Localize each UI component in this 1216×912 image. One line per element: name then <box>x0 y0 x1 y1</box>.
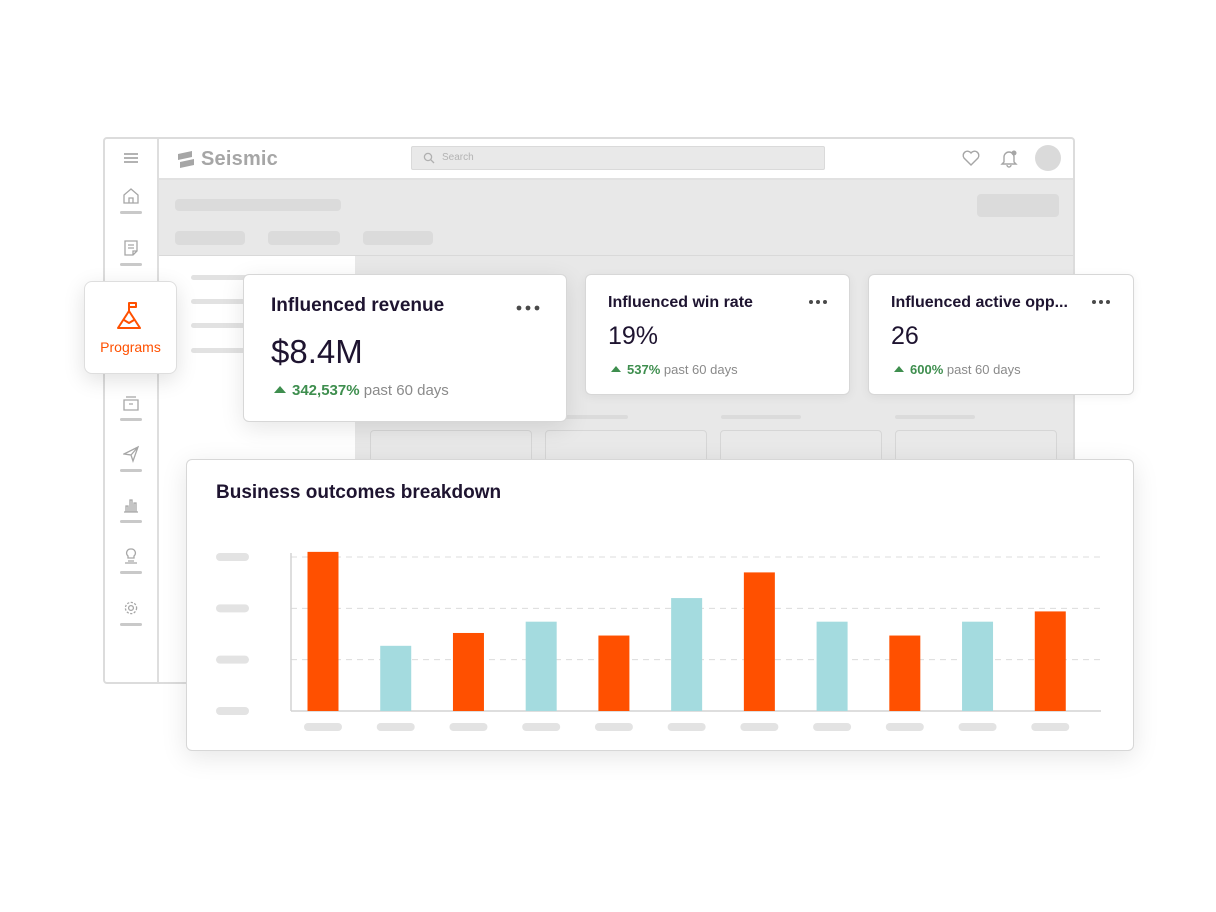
gear-icon <box>124 601 138 615</box>
x-tick-label-placeholder <box>667 723 706 731</box>
placeholder-line <box>191 275 257 280</box>
placeholder-line <box>191 348 257 353</box>
metric-card-influenced-win-rate[interactable]: Influenced win rate 19% 537% past 60 day… <box>585 274 850 395</box>
x-tick-label-placeholder <box>449 723 488 731</box>
bell-icon[interactable] <box>999 148 1019 168</box>
metric-title: Influenced revenue <box>271 295 445 316</box>
chart-bar <box>307 551 339 711</box>
x-tick-label-placeholder <box>594 723 633 731</box>
metric-change: 342,537% <box>292 382 360 399</box>
placeholder-line <box>191 299 257 304</box>
folder-icon <box>123 396 139 411</box>
seismic-logo-icon <box>178 151 194 168</box>
chart-bar <box>962 621 994 711</box>
metric-change: 600% <box>910 362 944 377</box>
send-icon <box>123 445 139 463</box>
x-tick-label-placeholder <box>958 723 997 731</box>
arrow-up-icon <box>894 366 904 373</box>
rail-item-content[interactable] <box>119 239 143 267</box>
chart-bar <box>889 635 921 711</box>
lightbulb-icon <box>125 548 137 564</box>
placeholder-line <box>191 323 257 328</box>
more-options-icon[interactable] <box>516 305 540 311</box>
metric-period: past 60 days <box>946 362 1021 377</box>
metric-title: Influenced win rate <box>608 294 753 311</box>
y-tick-label-placeholder <box>216 707 249 715</box>
x-tick-label-placeholder <box>304 723 342 731</box>
menu-button[interactable] <box>119 151 143 179</box>
search-icon <box>423 152 435 164</box>
nav-item-label: Programs <box>100 339 161 355</box>
chart-bar <box>743 572 775 711</box>
chart-bar <box>452 632 484 711</box>
placeholder-action-button <box>977 194 1059 217</box>
mountain-flag-icon <box>117 302 141 329</box>
x-tick-label-placeholder <box>522 723 561 731</box>
rail-item-library[interactable] <box>119 394 143 422</box>
metric-trend: 342,537% past 60 days <box>274 382 449 399</box>
left-rail <box>105 139 159 682</box>
business-outcomes-chart-card: Business outcomes breakdown <box>186 459 1134 751</box>
placeholder-tab <box>175 231 245 245</box>
heart-icon[interactable] <box>961 148 981 168</box>
y-tick-label-placeholder <box>216 553 249 561</box>
home-icon <box>123 188 139 204</box>
metric-period: past 60 days <box>363 382 449 399</box>
metric-trend: 537% past 60 days <box>611 362 738 377</box>
placeholder-heading <box>175 199 341 211</box>
x-tick-label-placeholder <box>376 723 415 731</box>
rail-item-send[interactable] <box>119 445 143 473</box>
metric-value: 26 <box>891 322 919 350</box>
bar-chart-icon <box>124 499 138 513</box>
chart-bar <box>525 621 557 711</box>
chart-bar <box>671 598 703 711</box>
nav-item-programs[interactable]: Programs <box>84 281 177 374</box>
metric-card-influenced-active-opportunities[interactable]: Influenced active opp... 26 600% past 60… <box>868 274 1134 395</box>
metric-title: Influenced active opp... <box>891 294 1068 311</box>
search-input[interactable]: Search <box>411 146 825 170</box>
placeholder-label <box>721 415 801 419</box>
divider <box>159 255 1073 256</box>
x-tick-label-placeholder <box>813 723 852 731</box>
x-tick-label-placeholder <box>1031 723 1070 731</box>
y-tick-label-placeholder <box>216 604 249 613</box>
placeholder-label <box>895 415 975 419</box>
more-options-icon[interactable] <box>808 299 828 305</box>
arrow-up-icon <box>274 386 286 394</box>
metric-value: $8.4M <box>271 333 363 370</box>
metric-change: 537% <box>627 362 661 377</box>
metric-card-influenced-revenue[interactable]: Influenced revenue $8.4M 342,537% past 6… <box>243 274 567 422</box>
metric-trend: 600% past 60 days <box>894 362 1021 377</box>
placeholder-tab <box>268 231 340 245</box>
search-placeholder: Search <box>442 152 474 163</box>
x-tick-label-placeholder <box>885 723 924 731</box>
top-bar: Seismic Search <box>159 139 1073 180</box>
more-options-icon[interactable] <box>1091 299 1111 305</box>
placeholder-tab <box>363 231 433 245</box>
rail-item-home[interactable] <box>119 187 143 215</box>
bar-chart <box>216 551 1101 731</box>
document-icon <box>124 240 138 256</box>
x-tick-label-placeholder <box>740 723 779 731</box>
hamburger-icon <box>124 153 138 163</box>
chart-title: Business outcomes breakdown <box>216 482 502 503</box>
y-tick-label-placeholder <box>216 655 249 664</box>
brand-name: Seismic <box>201 148 279 170</box>
arrow-up-icon <box>611 366 621 373</box>
metric-value: 19% <box>608 322 659 350</box>
avatar[interactable] <box>1035 145 1061 171</box>
chart-bar <box>598 635 630 711</box>
placeholder-label <box>548 415 628 419</box>
rail-item-analytics[interactable] <box>119 496 143 524</box>
rail-item-settings[interactable] <box>119 599 143 627</box>
chart-bar <box>816 621 848 711</box>
metric-period: past 60 days <box>663 362 738 377</box>
chart-bar <box>380 645 412 711</box>
chart-bar <box>1034 611 1066 711</box>
rail-item-ideas[interactable] <box>119 547 143 575</box>
